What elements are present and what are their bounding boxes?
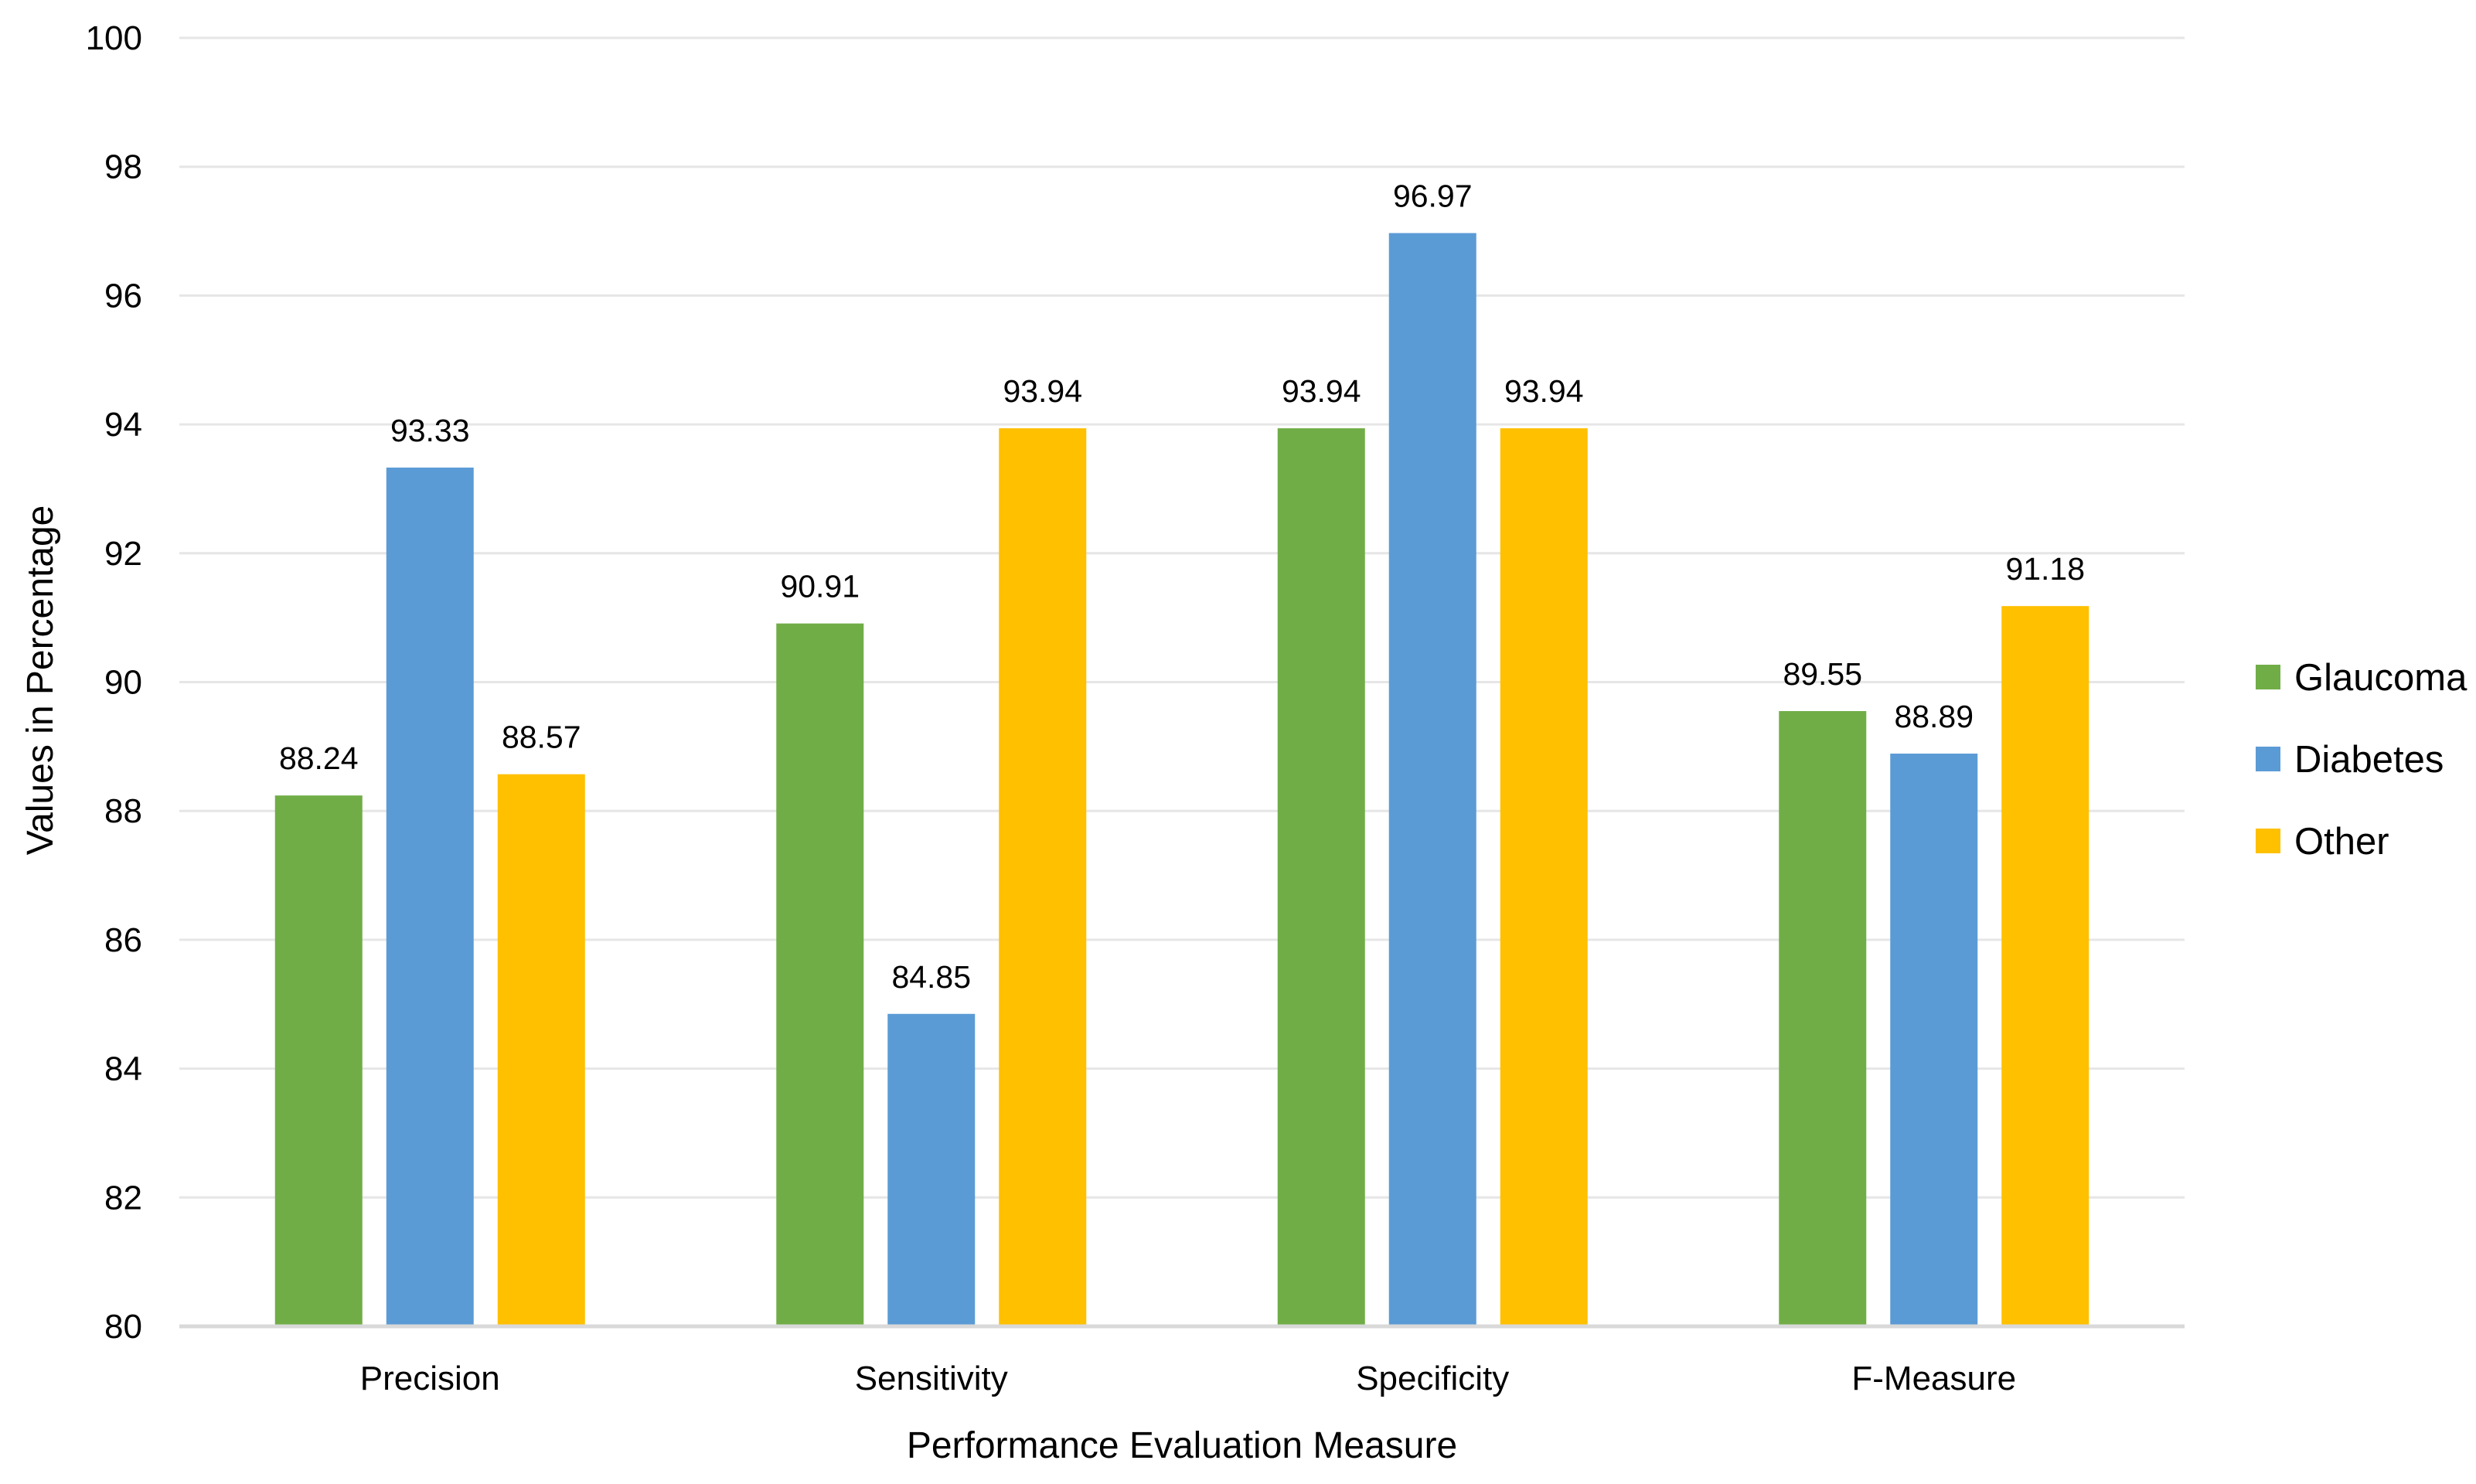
data-label: 89.55 (1783, 656, 1862, 692)
x-axis-title: Performance Evaluation Measure (907, 1425, 1457, 1466)
bar-diabetes-precision (386, 467, 474, 1326)
bar-other-sensitivity (999, 428, 1087, 1326)
legend-swatch-glaucoma (2256, 665, 2280, 689)
x-tick-label: Specificity (1356, 1360, 1509, 1397)
bar-diabetes-sensitivity (887, 1013, 976, 1326)
y-tick-label: 96 (104, 277, 142, 315)
y-axis-title: Values in Percentage (20, 505, 61, 856)
legend-swatch-diabetes (2256, 747, 2280, 771)
data-label: 90.91 (780, 569, 860, 604)
y-tick-label: 94 (104, 406, 142, 444)
x-tick-label: F-Measure (1851, 1360, 2016, 1397)
bar-other-specificity (1500, 428, 1588, 1326)
data-label: 88.24 (279, 740, 359, 776)
y-tick-label: 92 (104, 535, 142, 573)
legend-swatch-other (2256, 829, 2280, 853)
y-tick-label: 86 (104, 921, 142, 959)
y-tick-label: 100 (86, 19, 142, 57)
y-tick-label: 88 (104, 792, 142, 830)
bar-glaucoma-precision (274, 795, 363, 1326)
bar-other-precision (497, 774, 585, 1326)
x-tick-label: Sensitivity (855, 1360, 1008, 1397)
y-tick-label: 90 (104, 664, 142, 702)
bar-diabetes-f-measure (1890, 754, 1978, 1326)
x-axis-ticks: Precision Sensitivity Specificity F-Measure (360, 1360, 2016, 1397)
bar-diabetes-specificity (1388, 233, 1476, 1326)
bar-glaucoma-f-measure (1779, 711, 1867, 1326)
bar-glaucoma-specificity (1277, 428, 1365, 1326)
bar-glaucoma-sensitivity (776, 623, 864, 1326)
y-tick-label: 80 (104, 1308, 142, 1346)
data-label: 88.57 (502, 720, 581, 755)
data-label: 93.94 (1003, 373, 1082, 409)
data-label: 93.33 (390, 413, 470, 448)
data-label: 91.18 (2005, 551, 2085, 587)
legend-label: Glaucoma (2294, 657, 2467, 699)
bar-other-f-measure (2001, 606, 2089, 1326)
data-label: 84.85 (891, 959, 971, 995)
legend-label: Other (2294, 821, 2389, 863)
bars (274, 233, 2089, 1326)
y-tick-label: 82 (104, 1179, 142, 1217)
y-axis-ticks: 80 82 84 86 88 90 92 94 96 98 100 (86, 19, 142, 1346)
data-label: 93.94 (1282, 373, 1361, 409)
legend: Glaucoma Diabetes Other (2256, 657, 2467, 863)
data-label: 96.97 (1393, 179, 1473, 214)
gridlines (179, 36, 2185, 1199)
legend-label: Diabetes (2294, 739, 2444, 781)
y-tick-label: 84 (104, 1050, 142, 1088)
x-tick-label: Precision (360, 1360, 500, 1397)
data-label: 93.94 (1504, 373, 1584, 409)
data-labels: 88.24 93.33 88.57 90.91 84.85 93.94 93.94 96.97… (279, 179, 2085, 995)
y-tick-label: 98 (104, 148, 142, 186)
data-label: 88.89 (1894, 699, 1974, 734)
